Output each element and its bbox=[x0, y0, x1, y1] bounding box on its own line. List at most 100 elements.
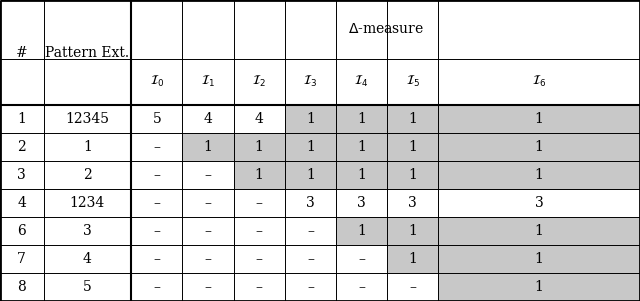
Text: 1: 1 bbox=[357, 140, 366, 154]
Bar bbox=[285, 273, 336, 301]
Bar bbox=[44, 189, 131, 217]
Bar bbox=[44, 273, 131, 301]
Bar bbox=[234, 273, 285, 301]
Bar bbox=[438, 133, 640, 161]
Text: 1: 1 bbox=[535, 252, 543, 266]
Text: 3: 3 bbox=[83, 224, 92, 238]
Text: 1: 1 bbox=[408, 112, 417, 126]
Text: 1: 1 bbox=[357, 168, 366, 182]
Text: –: – bbox=[256, 224, 262, 238]
Text: 3: 3 bbox=[306, 196, 315, 210]
Bar bbox=[0, 217, 44, 245]
Text: –: – bbox=[154, 140, 160, 154]
Bar bbox=[387, 273, 438, 301]
Text: 5: 5 bbox=[83, 280, 92, 294]
Text: –: – bbox=[256, 196, 262, 210]
Text: 4: 4 bbox=[255, 112, 264, 126]
Text: 1: 1 bbox=[535, 168, 543, 182]
Bar bbox=[131, 161, 182, 189]
Text: 4: 4 bbox=[83, 252, 92, 266]
Text: #: # bbox=[16, 46, 28, 60]
Text: 1: 1 bbox=[306, 140, 315, 154]
Bar bbox=[234, 161, 285, 189]
Text: –: – bbox=[358, 252, 365, 266]
Bar bbox=[44, 245, 131, 273]
Bar bbox=[182, 189, 234, 217]
Text: –: – bbox=[307, 224, 314, 238]
Text: 1: 1 bbox=[408, 252, 417, 266]
Text: –: – bbox=[358, 280, 365, 294]
Text: –: – bbox=[205, 224, 211, 238]
Bar bbox=[0, 133, 44, 161]
Bar bbox=[182, 133, 234, 161]
Bar bbox=[44, 161, 131, 189]
Text: –: – bbox=[154, 280, 160, 294]
Text: 1: 1 bbox=[83, 140, 92, 154]
Text: –: – bbox=[205, 280, 211, 294]
Text: 1: 1 bbox=[408, 224, 417, 238]
Bar bbox=[336, 189, 387, 217]
Text: –: – bbox=[154, 224, 160, 238]
Bar bbox=[182, 161, 234, 189]
Bar bbox=[285, 133, 336, 161]
Text: 3: 3 bbox=[17, 168, 26, 182]
Text: $\mathcal{I}_1$: $\mathcal{I}_1$ bbox=[201, 74, 215, 89]
Bar bbox=[0, 0, 640, 105]
Bar bbox=[234, 245, 285, 273]
Text: $\mathcal{I}_5$: $\mathcal{I}_5$ bbox=[406, 74, 420, 89]
Text: –: – bbox=[307, 280, 314, 294]
Bar bbox=[285, 189, 336, 217]
Text: –: – bbox=[154, 196, 160, 210]
Bar bbox=[336, 273, 387, 301]
Text: 7: 7 bbox=[17, 252, 26, 266]
Text: 4: 4 bbox=[17, 196, 26, 210]
Text: 1234: 1234 bbox=[70, 196, 105, 210]
Text: 4: 4 bbox=[204, 112, 212, 126]
Bar bbox=[387, 245, 438, 273]
Text: 1: 1 bbox=[357, 112, 366, 126]
Text: 1: 1 bbox=[204, 140, 212, 154]
Bar bbox=[234, 133, 285, 161]
Text: $\mathcal{I}_2$: $\mathcal{I}_2$ bbox=[252, 74, 266, 89]
Text: 1: 1 bbox=[535, 140, 543, 154]
Text: $\mathcal{I}_6$: $\mathcal{I}_6$ bbox=[532, 74, 547, 89]
Bar bbox=[336, 217, 387, 245]
Text: 12345: 12345 bbox=[65, 112, 109, 126]
Text: 1: 1 bbox=[17, 112, 26, 126]
Bar bbox=[438, 245, 640, 273]
Bar bbox=[438, 105, 640, 133]
Bar bbox=[44, 105, 131, 133]
Text: 1: 1 bbox=[357, 224, 366, 238]
Bar bbox=[182, 273, 234, 301]
Text: 2: 2 bbox=[83, 168, 92, 182]
Bar bbox=[131, 217, 182, 245]
Bar bbox=[285, 105, 336, 133]
Text: 1: 1 bbox=[408, 168, 417, 182]
Bar bbox=[44, 133, 131, 161]
Bar bbox=[387, 133, 438, 161]
Bar bbox=[438, 189, 640, 217]
Bar bbox=[336, 161, 387, 189]
Bar bbox=[131, 189, 182, 217]
Text: 3: 3 bbox=[408, 196, 417, 210]
Bar bbox=[387, 105, 438, 133]
Bar bbox=[182, 105, 234, 133]
Text: –: – bbox=[154, 252, 160, 266]
Bar bbox=[387, 189, 438, 217]
Bar bbox=[234, 217, 285, 245]
Bar bbox=[387, 161, 438, 189]
Text: –: – bbox=[256, 280, 262, 294]
Bar bbox=[0, 161, 44, 189]
Text: –: – bbox=[307, 252, 314, 266]
Bar bbox=[0, 273, 44, 301]
Text: $\Delta$-measure: $\Delta$-measure bbox=[348, 22, 424, 36]
Text: $\mathcal{I}_0$: $\mathcal{I}_0$ bbox=[150, 74, 164, 89]
Bar bbox=[336, 133, 387, 161]
Bar bbox=[438, 217, 640, 245]
Text: –: – bbox=[205, 168, 211, 182]
Text: –: – bbox=[205, 196, 211, 210]
Bar bbox=[438, 161, 640, 189]
Bar bbox=[336, 245, 387, 273]
Bar bbox=[336, 105, 387, 133]
Text: –: – bbox=[205, 252, 211, 266]
